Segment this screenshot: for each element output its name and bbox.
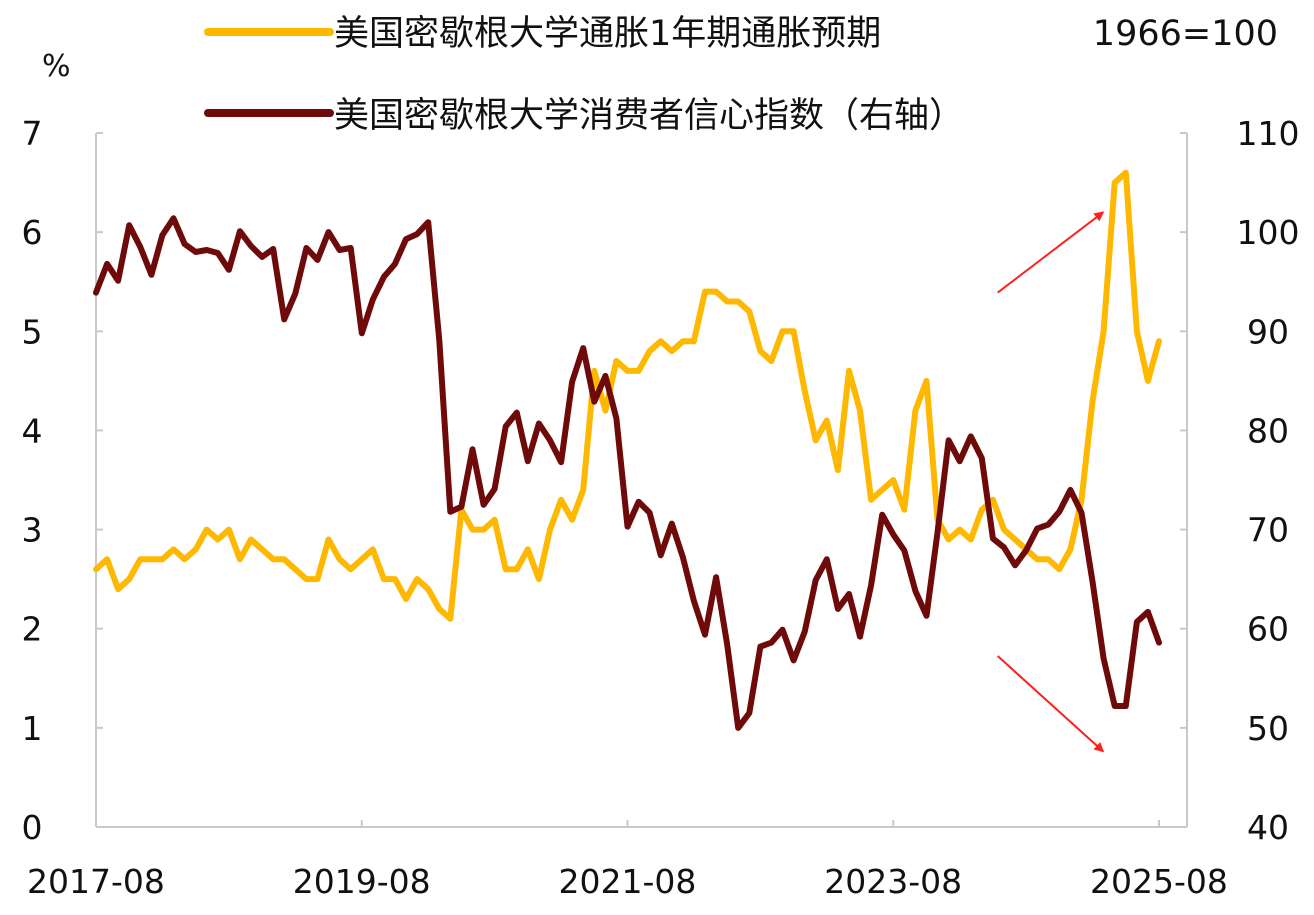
left-tick-label: 0: [22, 808, 43, 847]
legend-note: 1966=100: [1093, 14, 1278, 54]
legend: 美国密歇根大学通胀1年期通胀预期 1966=100 美国密歇根大学消费者信心指数…: [204, 14, 1278, 136]
x-tick-label: 2021-08: [559, 862, 697, 901]
legend-label-sentiment: 美国密歇根大学消费者信心指数（右轴）: [334, 96, 964, 136]
series-layer: [93, 169, 1162, 731]
x-tick-label: 2017-08: [27, 862, 165, 901]
annotation-layer: [997, 211, 1105, 753]
x-axis-ticks: 2017-08 2019-08 2021-08 2023-08 2025-08: [27, 820, 1228, 901]
right-tick-label: 110: [1237, 114, 1300, 153]
x-tick-label: 2023-08: [824, 862, 962, 901]
series-line-consumer-sentiment: [93, 215, 1162, 731]
right-tick-label: 80: [1247, 411, 1289, 450]
right-tick-label: 50: [1247, 709, 1289, 748]
right-tick-label: 100: [1237, 213, 1300, 252]
left-tick-label: 6: [22, 213, 43, 252]
right-tick-label: 40: [1247, 808, 1289, 847]
series-line-inflation-expectation: [93, 169, 1162, 622]
left-tick-label: 1: [22, 709, 43, 748]
right-tick-label: 90: [1247, 312, 1289, 351]
right-axis-ticks: 40 50 60 70 80 90 100 110: [1180, 114, 1300, 847]
left-tick-label: 4: [22, 411, 43, 450]
left-tick-label: 2: [22, 610, 43, 649]
left-tick-label: 5: [22, 312, 43, 351]
x-tick-label: 2019-08: [293, 862, 431, 901]
legend-label-inflation: 美国密歇根大学通胀1年期通胀预期: [334, 14, 881, 54]
right-tick-label: 70: [1247, 511, 1289, 550]
left-axis-ticks: 0 1 2 3 4 5 6 7: [22, 114, 103, 847]
left-tick-label: 3: [22, 511, 43, 550]
left-tick-label: 7: [22, 114, 43, 153]
annotation-arrow-up-right: [997, 211, 1105, 294]
x-tick-label: 2025-08: [1090, 862, 1228, 901]
annotation-arrow-down-right: [997, 655, 1105, 753]
left-axis-unit: %: [42, 49, 71, 84]
right-tick-label: 60: [1247, 610, 1289, 649]
